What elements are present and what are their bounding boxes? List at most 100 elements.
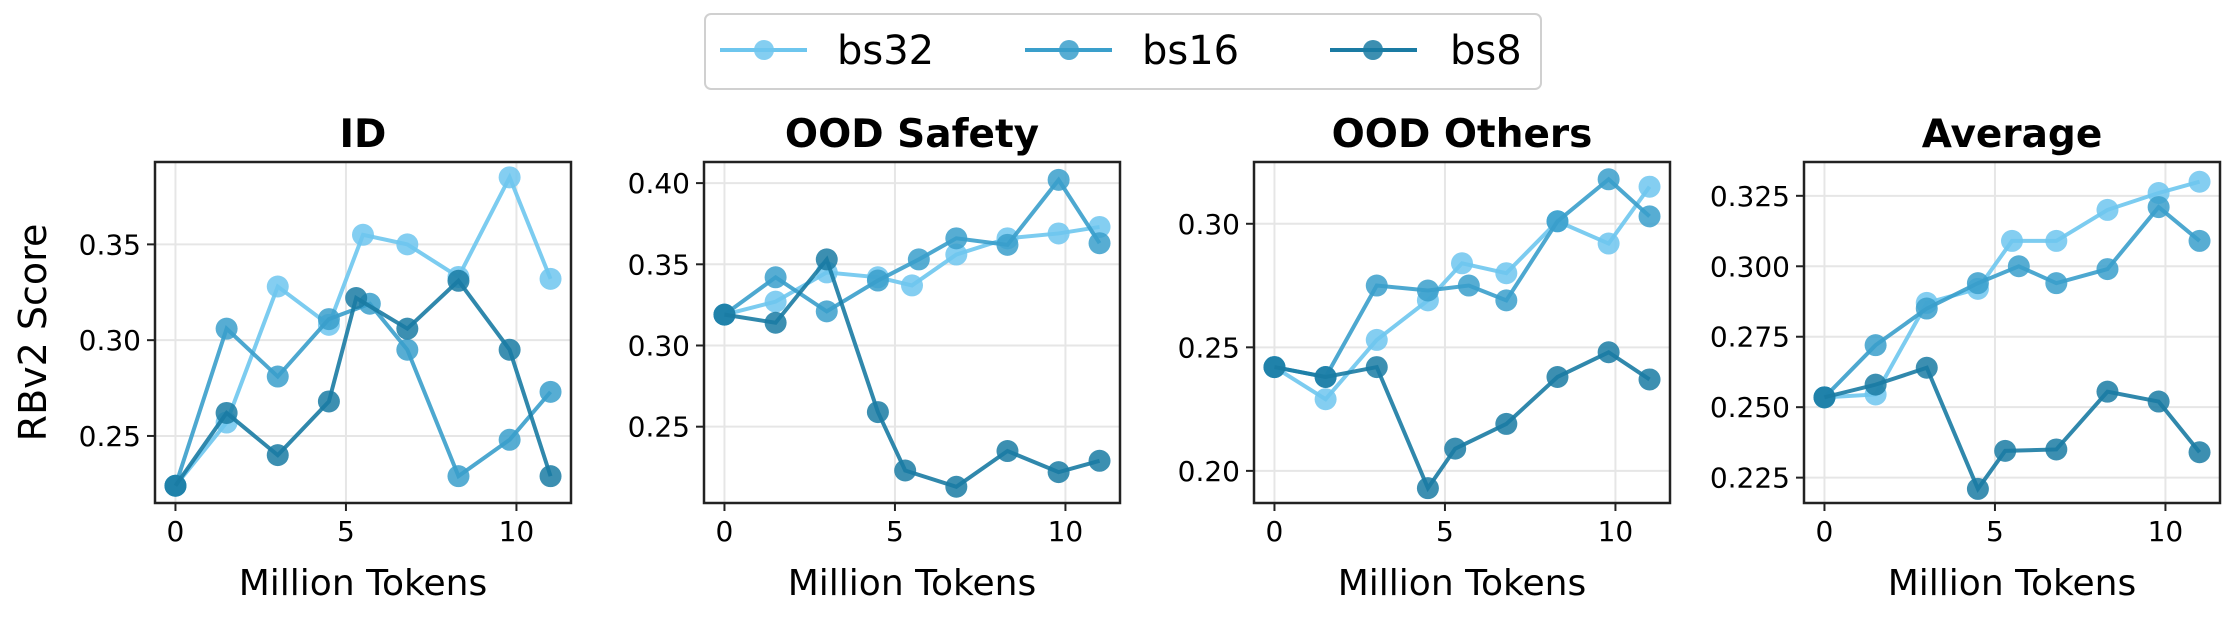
data-point-bs16	[2188, 229, 2211, 252]
axes-frame	[1252, 160, 1672, 505]
legend-marker-bs8	[1363, 40, 1383, 60]
data-point-bs32	[2045, 229, 2068, 252]
data-point-bs16	[996, 233, 1019, 256]
data-point-bs16	[317, 308, 340, 331]
y-tick-label: 0.225	[1710, 462, 1790, 495]
y-tick-label: 0.40	[628, 167, 690, 200]
x-tick-label: 0	[716, 515, 734, 548]
data-point-bs32	[352, 223, 374, 246]
data-point-bs16	[539, 380, 562, 403]
axes-frame	[1802, 160, 2222, 505]
y-tick-label: 0.30	[1178, 208, 1240, 241]
y-tick-label: 0.325	[1710, 180, 1790, 213]
x-tick-label: 5	[337, 515, 355, 548]
y-tick-label: 0.35	[628, 248, 690, 281]
series-line-bs32	[1824, 179, 2201, 400]
y-tick-label: 0.30	[628, 329, 690, 362]
y-tick-label: 0.25	[79, 420, 141, 453]
x-tick-label: 5	[1986, 515, 2004, 548]
data-point-bs8	[894, 459, 917, 482]
data-point-bs8	[1263, 356, 1286, 379]
data-point-bs16	[447, 465, 470, 488]
data-point-bs16	[945, 227, 968, 250]
data-point-bs32	[498, 166, 521, 189]
legend-marker-bs16	[1059, 40, 1079, 60]
data-point-bs32	[2096, 198, 2119, 221]
data-point-bs16	[1864, 334, 1887, 357]
data-point-bs8	[2096, 380, 2119, 403]
data-point-bs8	[396, 317, 419, 340]
x-axis-label: Million Tokens	[239, 563, 488, 604]
axes-frame	[153, 160, 573, 505]
data-point-bs8	[1994, 439, 2017, 462]
x-tick-label: 0	[1816, 515, 1834, 548]
data-point-bs16	[1546, 210, 1569, 233]
legend: bs32 bs16 bs8	[704, 13, 1542, 90]
subplot-ood-safety: 0 5 10 0.25 0.30 0.35 0.40 OOD Safety Million To…	[628, 112, 1122, 604]
data-point-bs16	[2096, 258, 2119, 281]
data-point-bs8	[1966, 477, 1989, 500]
data-point-bs16	[815, 300, 838, 323]
data-point-bs16	[1495, 289, 1518, 312]
x-tick-label: 10	[2148, 515, 2184, 548]
data-point-bs16	[2147, 196, 2170, 219]
subplot-title: OOD Safety	[785, 112, 1039, 157]
subplot-title: OOD Others	[1332, 112, 1593, 157]
data-point-bs8	[1088, 449, 1111, 472]
data-point-bs8	[2147, 390, 2170, 413]
data-point-bs16	[866, 269, 889, 292]
data-point-bs8	[996, 440, 1019, 463]
data-point-bs8	[1546, 365, 1569, 388]
x-axis-label: Million Tokens	[788, 563, 1037, 604]
y-axis-label: RBv2 Score	[11, 224, 55, 442]
x-tick-label: 5	[1436, 515, 1454, 548]
data-point-bs16	[1416, 279, 1439, 302]
y-tick-label: 0.300	[1710, 250, 1790, 283]
series-bs8	[1263, 341, 1661, 500]
data-point-bs16	[1638, 205, 1661, 228]
data-point-bs16	[1365, 274, 1388, 297]
data-point-bs32	[764, 290, 787, 313]
x-tick-label: 10	[1598, 515, 1634, 548]
data-point-bs8	[317, 390, 340, 413]
legend-marker-bs32	[754, 40, 774, 60]
data-point-bs32	[1047, 222, 1070, 245]
data-point-bs16	[2045, 272, 2068, 295]
series-bs8	[1813, 356, 2211, 500]
data-point-bs8	[164, 474, 187, 497]
data-point-bs8	[498, 338, 521, 361]
y-tick-label: 0.25	[628, 411, 690, 444]
data-point-bs16	[907, 248, 930, 271]
data-point-bs8	[764, 311, 787, 334]
data-point-bs8	[1495, 412, 1518, 435]
data-point-bs32	[1451, 252, 1473, 275]
subplot-title: ID	[340, 112, 387, 157]
data-point-bs32	[901, 274, 923, 297]
y-tick-label: 0.35	[79, 228, 141, 261]
y-tick-label: 0.250	[1710, 391, 1790, 424]
data-point-bs8	[945, 475, 968, 498]
x-tick-label: 10	[1048, 515, 1084, 548]
data-point-bs8	[1638, 368, 1661, 391]
axes-frame	[702, 160, 1122, 505]
legend-label-bs16: bs16	[1142, 28, 1239, 74]
data-point-bs8	[1047, 461, 1070, 484]
data-point-bs32	[1495, 262, 1518, 285]
data-point-bs8	[1597, 341, 1620, 364]
data-point-bs32	[945, 243, 968, 266]
data-point-bs32	[1365, 328, 1388, 351]
y-tick-label: 0.25	[1178, 331, 1240, 364]
data-point-bs8	[2188, 441, 2211, 464]
data-point-bs8	[1864, 373, 1887, 396]
data-point-bs32	[2001, 229, 2023, 252]
x-tick-label: 0	[1266, 515, 1284, 548]
series-bs8	[713, 248, 1111, 498]
y-tick-label: 0.275	[1710, 321, 1790, 354]
data-point-bs16	[1966, 272, 1989, 295]
data-point-bs16	[266, 365, 289, 388]
data-point-bs32	[1597, 232, 1620, 255]
data-point-bs16	[1597, 168, 1620, 191]
series-bs16	[1813, 196, 2211, 409]
x-tick-label: 0	[167, 515, 185, 548]
data-point-bs8	[1365, 356, 1388, 379]
